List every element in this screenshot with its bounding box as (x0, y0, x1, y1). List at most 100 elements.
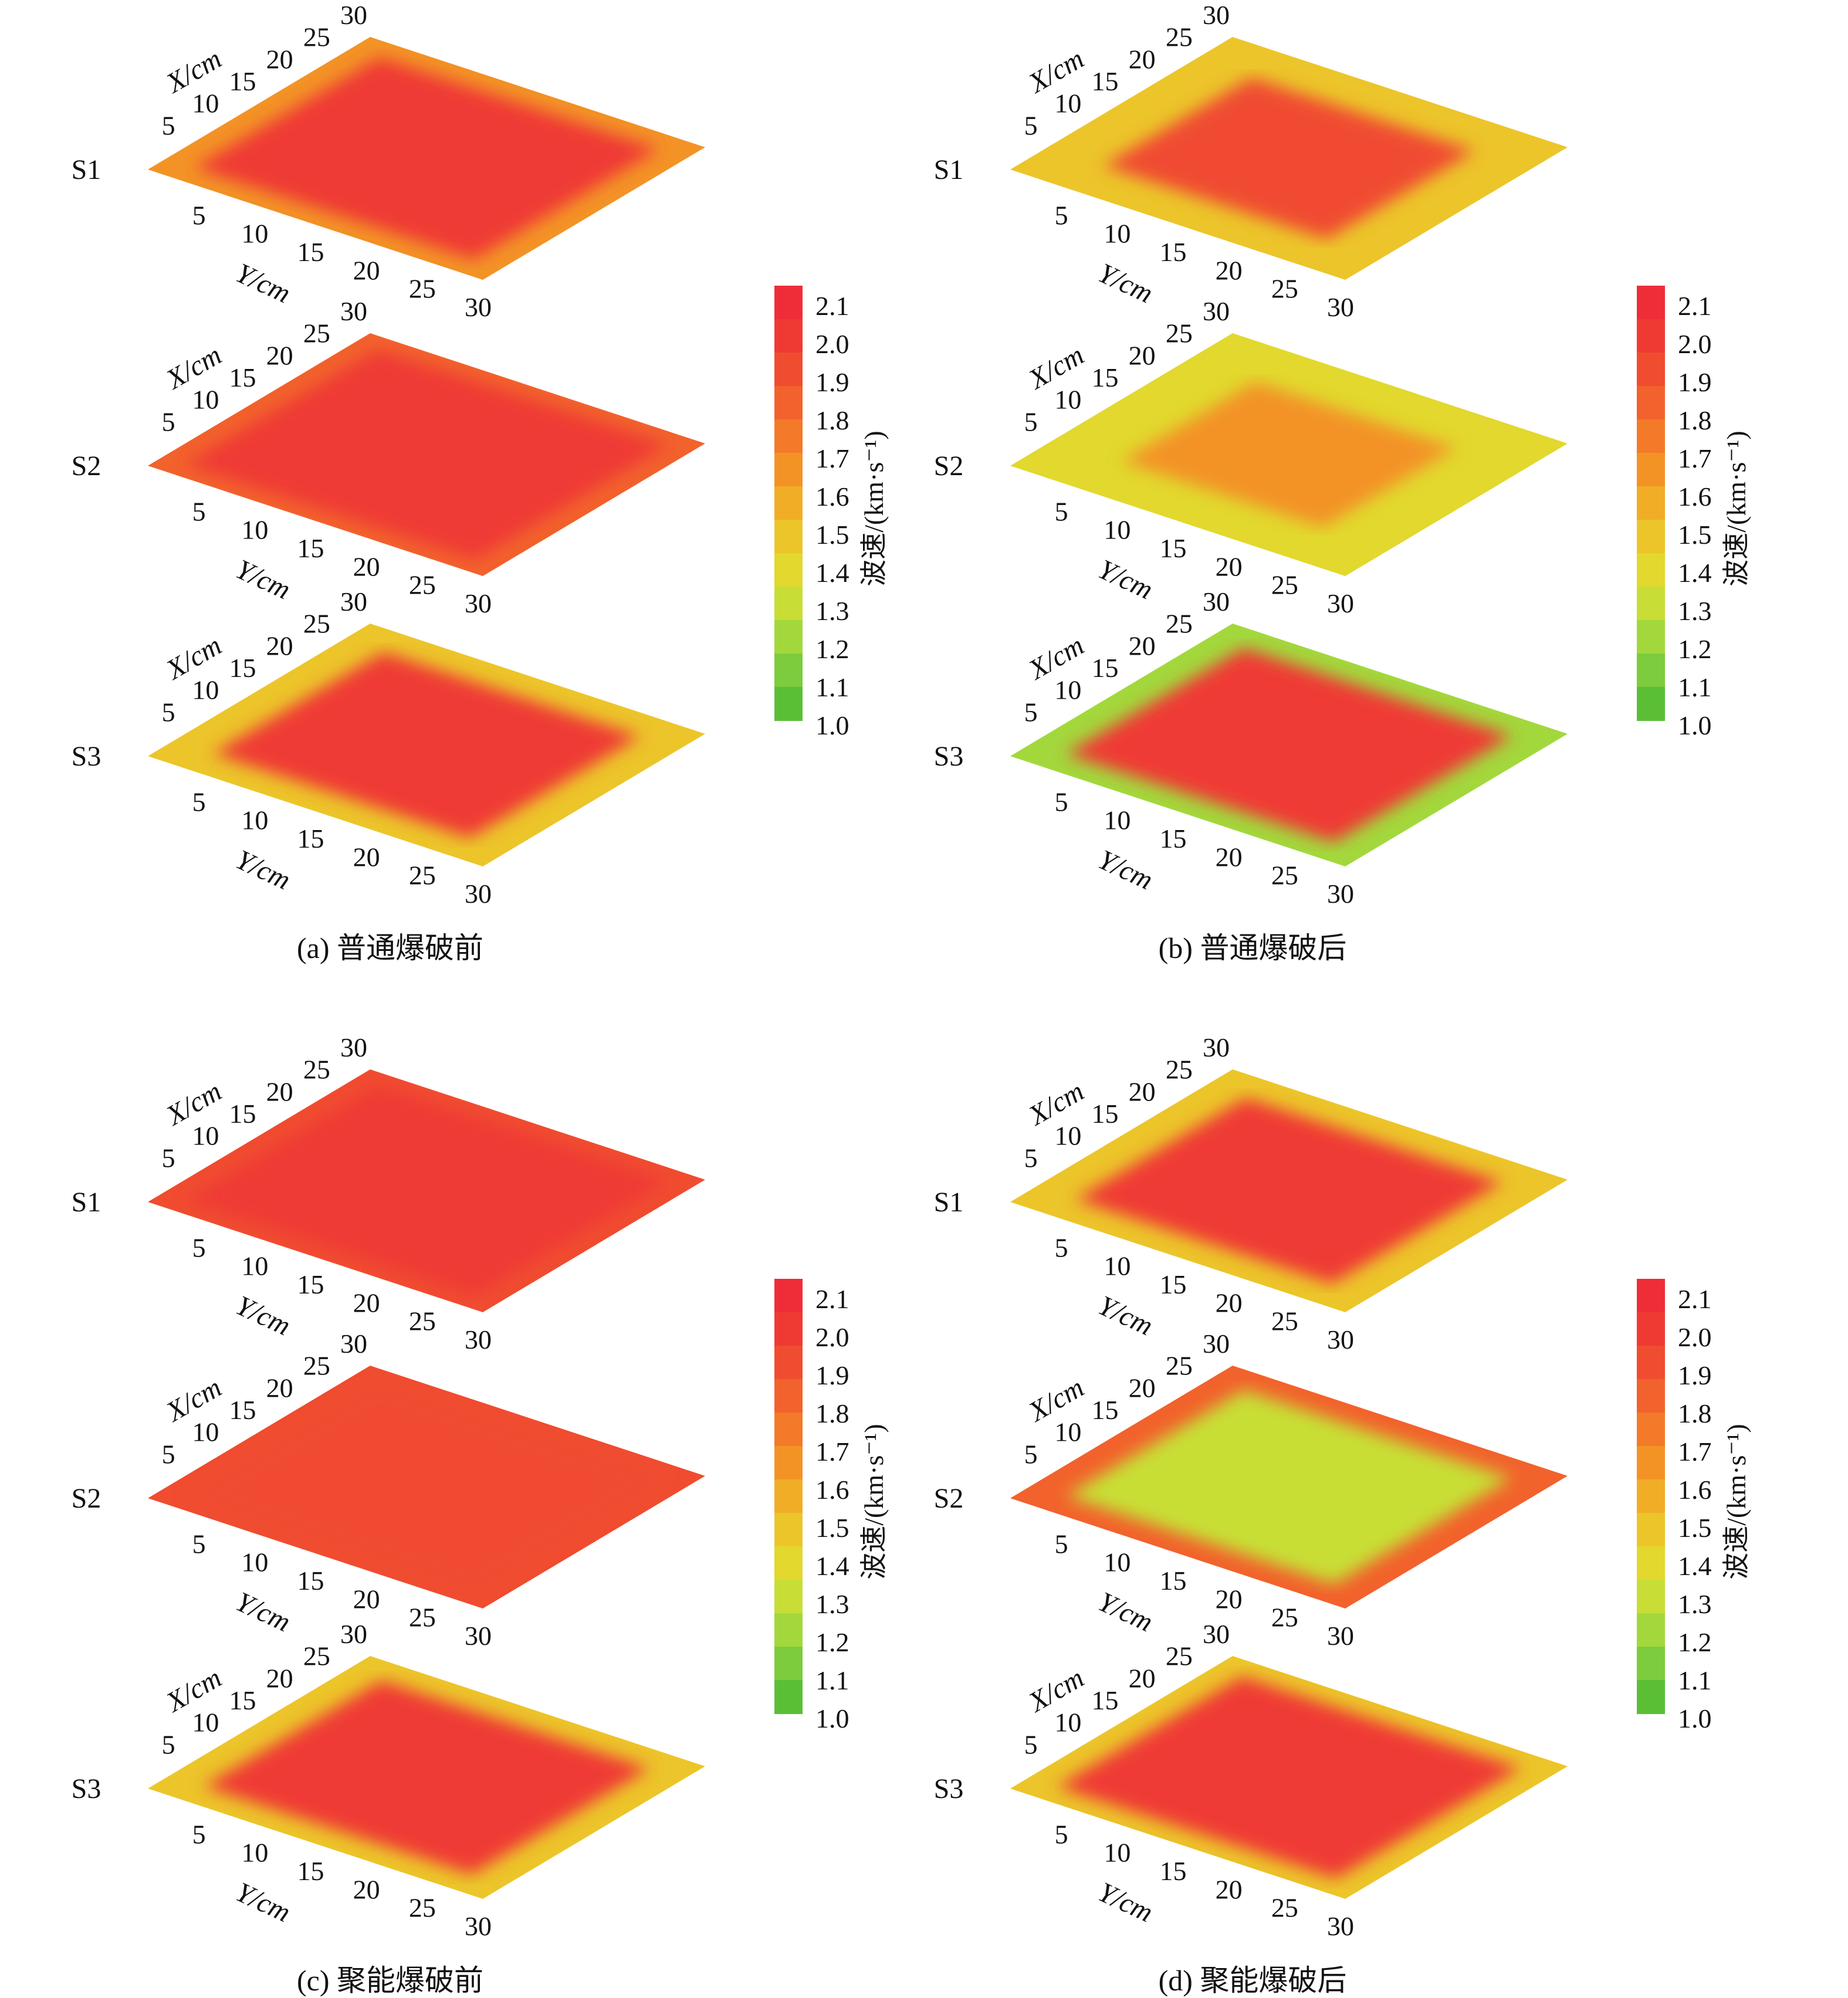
x-tick-label: 5 (1024, 110, 1038, 140)
x-tick-label: 15 (229, 363, 256, 392)
colorbar-tick-label: 1.4 (1678, 558, 1712, 588)
colorbar: 2.1 2.0 1.9 1.8 1.7 1.6 1.5 1.4 1.3 1.2 1.1 1.0 波速/(… (774, 286, 889, 740)
section-core-fill (1057, 1676, 1521, 1879)
y-axis-label: Y/cm (231, 1586, 295, 1638)
x-tick-label: 30 (340, 296, 367, 326)
y-tick-label: 15 (1160, 237, 1187, 267)
section-label: S3 (934, 741, 964, 772)
y-tick-label: 25 (409, 1306, 436, 1336)
section-s1 (1010, 37, 1568, 280)
colorbar-segment (774, 353, 803, 387)
colorbar-segment (774, 486, 803, 520)
colorbar-tick-label: 1.3 (815, 596, 849, 626)
x-tick-label: 5 (1024, 1729, 1038, 1759)
colorbar-segment (1637, 486, 1665, 520)
colorbar-tick-label: 2.1 (1678, 1284, 1712, 1314)
y-axis-label: Y/cm (1094, 1290, 1157, 1342)
y-tick-label: 20 (353, 255, 380, 285)
y-tick-label: 5 (1055, 496, 1068, 526)
y-tick-label: 10 (1104, 219, 1131, 249)
colorbar-tick-label: 1.5 (815, 520, 849, 550)
colorbar-segment (1637, 1279, 1665, 1313)
panel-d: 5101520253051015202530X/cmY/cmS151015202… (934, 1032, 1568, 1997)
x-tick-label: 25 (303, 609, 330, 639)
colorbar-tick-label: 2.0 (1678, 1322, 1712, 1352)
section-label: S2 (934, 1483, 964, 1514)
x-tick-label: 25 (1166, 609, 1193, 639)
y-tick-label: 25 (409, 1603, 436, 1633)
x-tick-label: 5 (162, 1439, 175, 1469)
y-tick-label: 10 (1104, 1547, 1131, 1577)
section-core-fill (204, 1680, 649, 1875)
y-axis-label: Y/cm (231, 554, 295, 606)
colorbar-segment (1637, 1647, 1665, 1681)
x-tick-label: 30 (340, 0, 367, 30)
section-core-fill (185, 1085, 668, 1296)
x-tick-label: 10 (1054, 1708, 1081, 1738)
section-core-fill (212, 652, 641, 838)
section-core-fill (1066, 1390, 1512, 1584)
colorbar-segment (774, 553, 803, 587)
y-tick-label: 5 (1055, 1529, 1068, 1559)
colorbar-segment (774, 453, 803, 487)
colorbar-tick-label: 1.9 (1678, 367, 1712, 397)
x-tick-label: 15 (1092, 653, 1119, 683)
section-s3 (1010, 624, 1568, 866)
y-axis-label: Y/cm (231, 258, 295, 310)
colorbar-tick-label: 1.1 (1678, 1665, 1712, 1695)
y-tick-label: 15 (297, 1566, 324, 1596)
y-tick-label: 30 (465, 588, 492, 618)
y-tick-label: 5 (1055, 1232, 1068, 1262)
y-tick-label: 15 (1160, 1566, 1187, 1596)
x-tick-label: 15 (1092, 1099, 1119, 1129)
colorbar-segment (774, 1613, 803, 1647)
colorbar-tick-label: 1.2 (815, 634, 849, 664)
x-tick-label: 5 (162, 1729, 175, 1759)
section-label: S1 (934, 1187, 964, 1218)
y-tick-label: 15 (297, 237, 324, 267)
x-tick-label: 10 (192, 1121, 219, 1151)
colorbar-segment (1637, 1413, 1665, 1447)
y-tick-label: 30 (1327, 1911, 1354, 1941)
colorbar: 2.1 2.0 1.9 1.8 1.7 1.6 1.5 1.4 1.3 1.2 1.1 1.0 波速/(… (1637, 286, 1751, 740)
x-tick-label: 10 (1054, 1417, 1081, 1447)
colorbar-tick-label: 2.1 (815, 291, 849, 321)
x-tick-label: 20 (266, 631, 293, 661)
colorbar-tick-label: 1.2 (1678, 1627, 1712, 1657)
colorbar-tick-label: 1.9 (1678, 1360, 1712, 1390)
x-tick-label: 30 (340, 587, 367, 617)
y-tick-label: 5 (192, 496, 206, 526)
colorbar-segment (774, 1413, 803, 1447)
colorbar-tick-label: 1.7 (1678, 1437, 1712, 1467)
x-tick-label: 5 (162, 697, 175, 727)
y-axis-label: Y/cm (1094, 554, 1157, 606)
x-tick-label: 15 (229, 1685, 256, 1715)
y-axis-label: Y/cm (1094, 844, 1157, 896)
colorbar-segment (774, 520, 803, 554)
y-tick-label: 25 (1271, 274, 1298, 304)
x-tick-label: 5 (162, 110, 175, 140)
colorbar-segment (774, 687, 803, 721)
y-tick-label: 25 (409, 1893, 436, 1923)
colorbar-segment (1637, 653, 1665, 688)
colorbar-tick-label: 1.8 (815, 1398, 849, 1428)
y-tick-label: 15 (1160, 1269, 1187, 1299)
colorbar-segment (774, 653, 803, 688)
x-tick-label: 30 (1203, 0, 1230, 30)
colorbar-tick-label: 1.6 (815, 1475, 849, 1505)
y-tick-label: 5 (192, 787, 206, 817)
colorbar-tick-label: 1.5 (1678, 520, 1712, 550)
colorbar-segment (1637, 1446, 1665, 1480)
colorbar-tick-label: 1.9 (815, 1360, 849, 1390)
section-s2 (1010, 333, 1568, 576)
y-tick-label: 25 (1271, 1306, 1298, 1336)
x-tick-label: 20 (1129, 44, 1156, 74)
colorbar-segment (1637, 453, 1665, 487)
x-tick-label: 15 (229, 1099, 256, 1129)
panel-caption: (d) 聚能爆破后 (1159, 1964, 1347, 1997)
x-tick-label: 20 (1129, 631, 1156, 661)
colorbar-tick-label: 1.2 (1678, 634, 1712, 664)
colorbar-segment (774, 620, 803, 654)
colorbar-tick-label: 1.7 (1678, 443, 1712, 473)
colorbar-tick-label: 1.7 (815, 1437, 849, 1467)
